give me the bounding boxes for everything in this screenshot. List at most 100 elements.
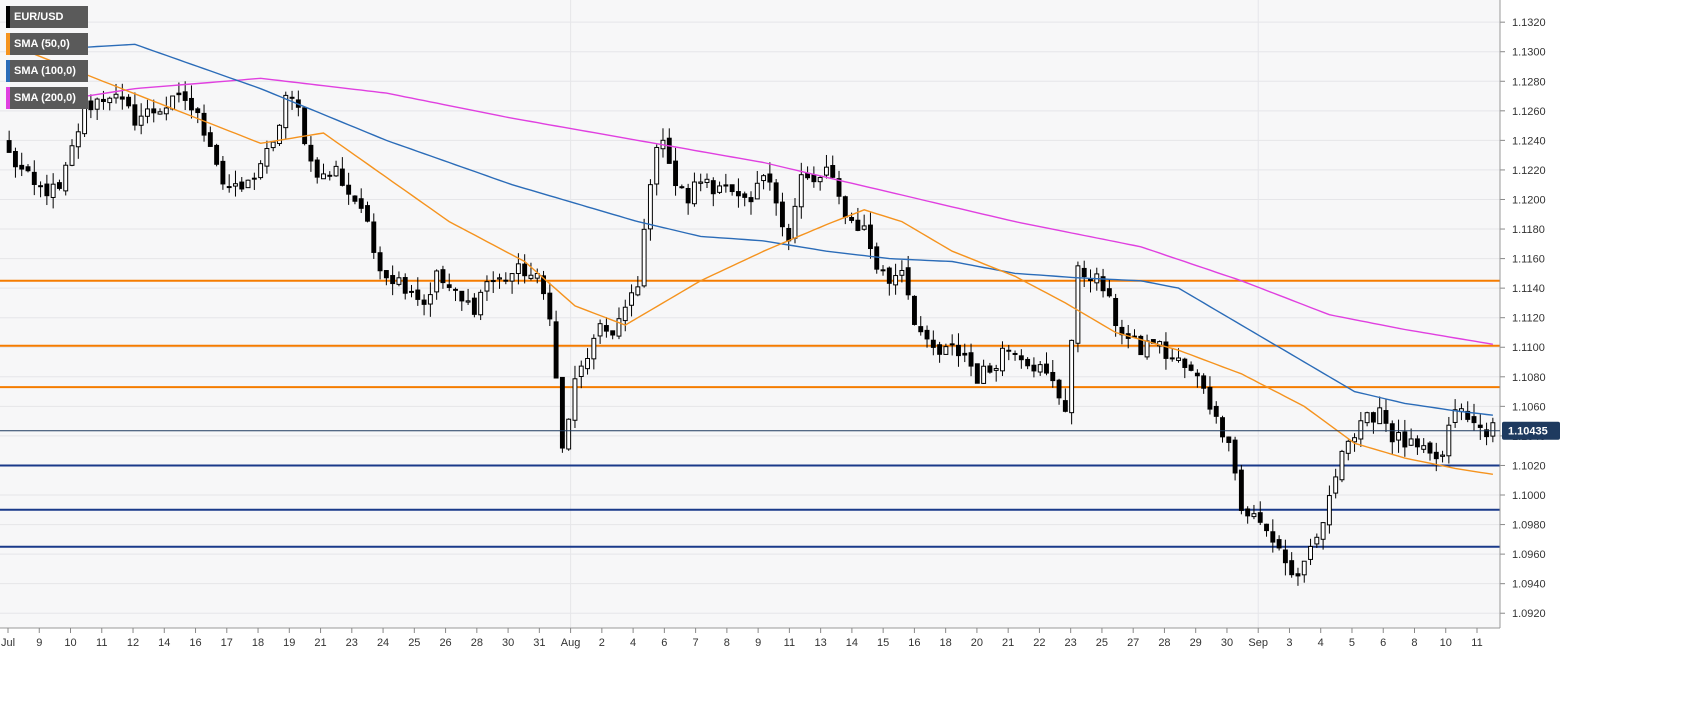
candle-body-down (1201, 375, 1207, 389)
candle-body-down (1370, 412, 1376, 423)
x-tick-label: 13 (815, 637, 827, 649)
candle-body-down (220, 160, 226, 185)
candle-body-up (1446, 424, 1452, 457)
candle-body-down (132, 104, 138, 126)
candle-body-up (497, 277, 502, 280)
legend-item-sma200[interactable]: SMA (200,0) (6, 87, 88, 109)
candle-body-up (616, 318, 622, 337)
candle-body-down (371, 221, 377, 253)
candle-body-down (666, 137, 672, 164)
candle-body-down (559, 376, 565, 449)
x-tick-label: 25 (408, 637, 420, 649)
candle-body-down (1484, 429, 1490, 438)
candle-body-down (748, 197, 754, 203)
candle-body-up (1308, 545, 1313, 560)
candle-body-down (6, 140, 12, 153)
y-tick-label: 1.1220 (1512, 165, 1546, 177)
candle-body-down (1245, 508, 1251, 517)
candle-body-down (25, 166, 31, 172)
candle-body-down (924, 329, 930, 340)
candle-body-down (226, 186, 232, 189)
candle-body-down (415, 289, 421, 300)
candle-body-down (1433, 451, 1439, 460)
candle-body-up (1345, 440, 1351, 454)
candle-body-down (189, 97, 194, 111)
y-tick-label: 1.1120 (1512, 313, 1545, 325)
candle-body-down (1270, 531, 1276, 543)
candle-body-up (258, 163, 264, 179)
candle-body-down (151, 108, 157, 114)
candle-body-up (1352, 437, 1357, 443)
candle-body-up (453, 288, 458, 291)
candle-body-down (1163, 341, 1169, 359)
x-tick-label: 16 (189, 637, 201, 649)
candle-body-down (1264, 523, 1269, 532)
candle-body-down (610, 330, 616, 336)
y-tick-label: 1.0940 (1512, 579, 1546, 591)
x-tick-label: 14 (846, 637, 858, 649)
candle-body-up (629, 292, 634, 306)
candle-body-up (717, 185, 723, 193)
candle-body-down (176, 92, 182, 96)
candle-body-down (327, 174, 333, 177)
candle-body-down (905, 267, 911, 296)
y-tick-label: 1.1180 (1512, 224, 1545, 236)
y-axis: 1.1320 1.1300 1.1280 1.1260 1.1240 1.1220 1.12… (1499, 0, 1546, 628)
x-tick-label: 20 (971, 637, 983, 649)
x-tick-label: 7 (693, 637, 699, 649)
y-tick-label: 1.1280 (1512, 76, 1546, 88)
candle-body-up (1069, 339, 1075, 414)
candle-body-down (1062, 400, 1068, 412)
candle-body-up (1037, 364, 1043, 373)
legend: EUR/USD SMA (50,0) SMA (100,0) SMA (200,… (6, 6, 88, 109)
legend-item-eurusd[interactable]: EUR/USD (6, 6, 88, 28)
x-tick-label: 25 (1096, 637, 1108, 649)
y-tick-label: 1.0960 (1512, 549, 1546, 561)
candle-body-down (402, 277, 408, 294)
x-tick-label: 11 (1471, 637, 1482, 649)
candle-body-down (459, 290, 465, 302)
candle-body-down (421, 299, 427, 305)
candle-body-down (1282, 549, 1288, 564)
candle-body-up (233, 183, 238, 187)
candle-body-up (754, 182, 760, 200)
candle-body-down (409, 290, 414, 293)
x-tick-label: 15 (877, 637, 889, 649)
x-tick-label: 3 (1286, 637, 1292, 649)
candle-body-down (1220, 417, 1225, 438)
candle-body-down (1389, 423, 1395, 443)
sma50-line (8, 43, 1494, 475)
candle-body-up (1326, 495, 1332, 526)
candle-body-up (704, 178, 710, 184)
candle-body-down (962, 352, 968, 356)
x-tick-label: 16 (908, 637, 920, 649)
candle-body-down (1138, 335, 1144, 356)
legend-label-sma100: SMA (100,0) (14, 65, 76, 77)
x-tick-label: 21 (314, 637, 326, 649)
legend-item-sma100[interactable]: SMA (100,0) (6, 60, 88, 82)
candle-body-up (1320, 522, 1326, 540)
candle-body-down (522, 263, 528, 277)
candle-body-up (289, 96, 295, 99)
x-tick-label: 18 (940, 637, 952, 649)
candle-body-down (836, 178, 842, 197)
plot-area[interactable] (0, 0, 1500, 628)
candle-body-down (842, 196, 848, 218)
candle-body-down (1238, 469, 1244, 511)
legend-item-sma50[interactable]: SMA (50,0) (6, 33, 88, 55)
y-tick-label: 1.1060 (1512, 401, 1546, 413)
candle-body-down (937, 344, 943, 355)
legend-label-sma200: SMA (200,0) (14, 92, 76, 104)
candle-body-down (383, 270, 389, 279)
candle-body-down (1050, 371, 1056, 382)
candle-body-down (968, 352, 974, 367)
candle-body-up (1377, 407, 1383, 425)
candle-body-down (239, 181, 245, 190)
candle-body-down (742, 193, 748, 198)
candle-body-up (679, 186, 685, 189)
candle-body-down (471, 297, 477, 315)
candle-body-down (1194, 372, 1200, 377)
current-price-marker: 1.10435 (0, 421, 1560, 440)
candle-body-up (94, 98, 100, 110)
